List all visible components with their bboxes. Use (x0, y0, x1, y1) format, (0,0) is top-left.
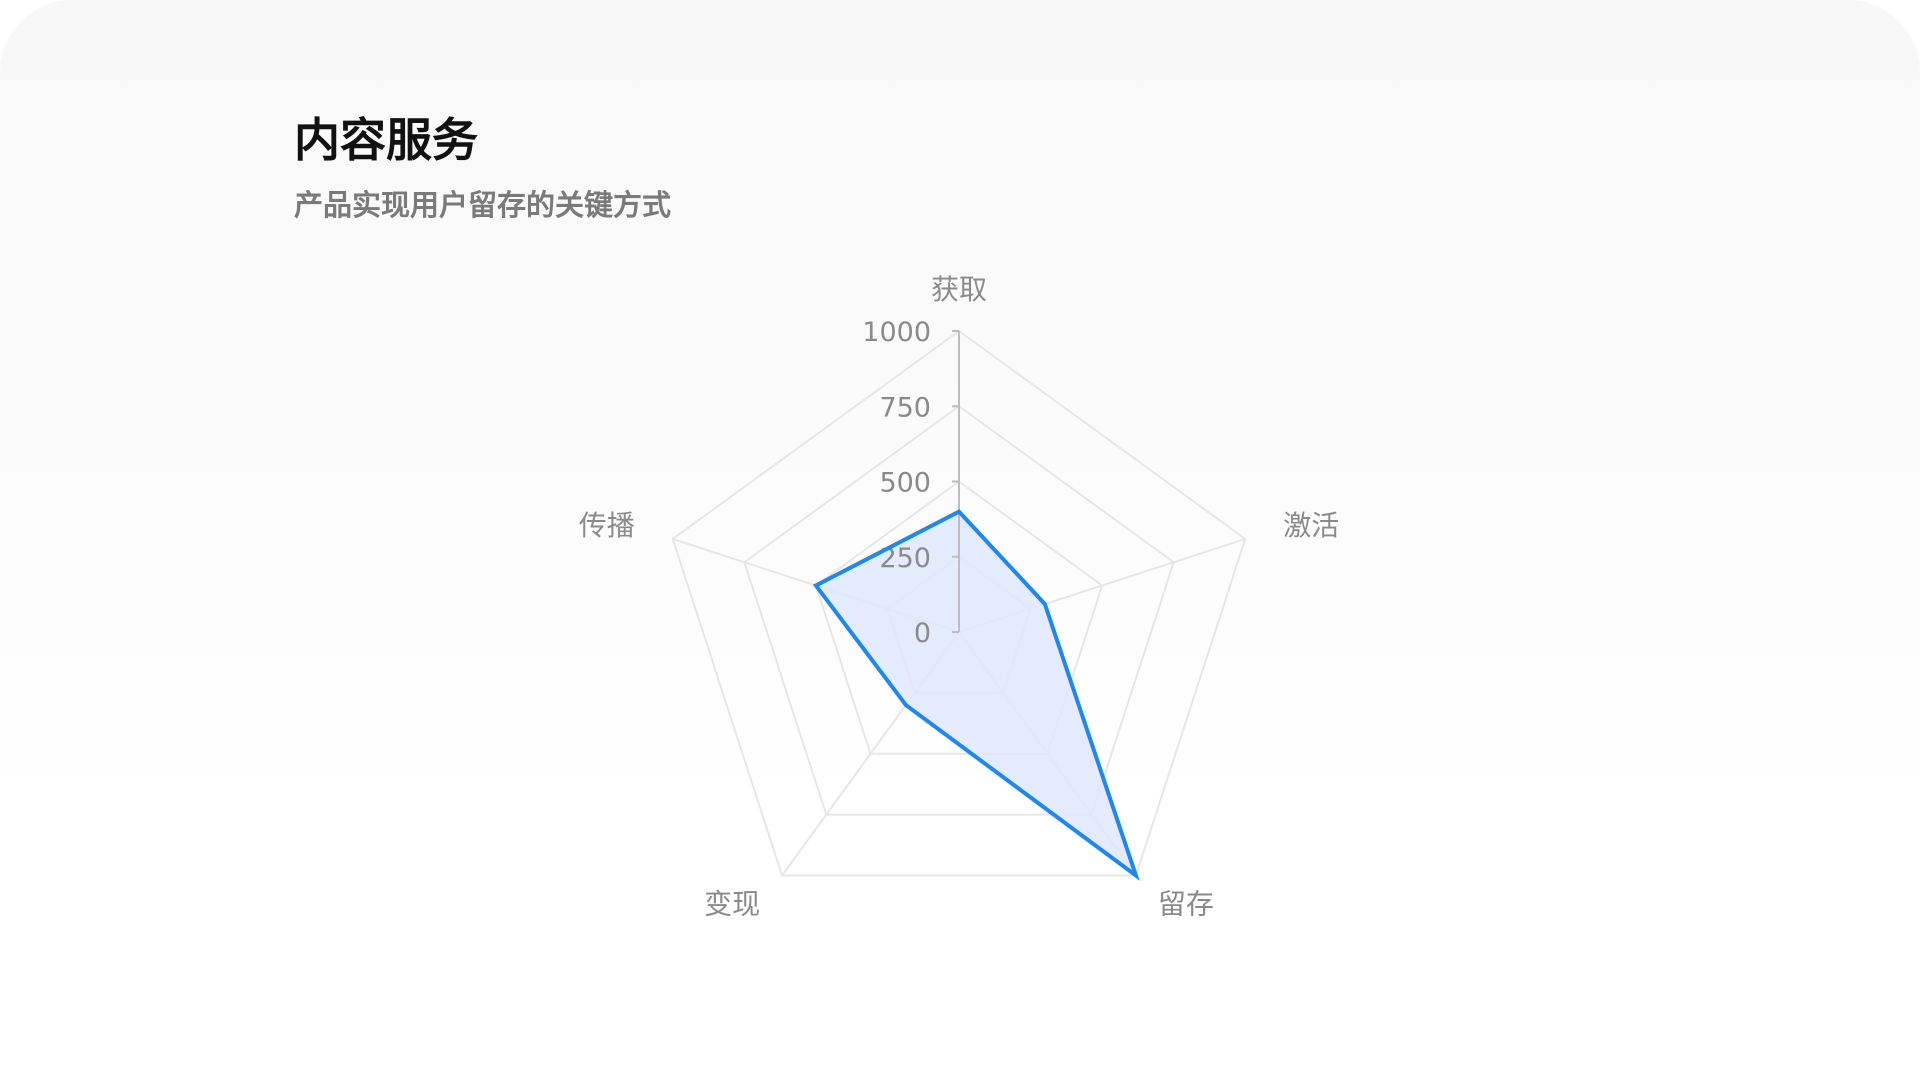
axis-label-3: 变现 (704, 888, 760, 921)
page-title: 内容服务 (294, 113, 478, 167)
series-area (815, 511, 1136, 876)
series-line (812, 509, 1140, 881)
tick-label: 0 (914, 618, 931, 649)
grid-ring (671, 329, 1247, 877)
axis-label-1: 激活 (1283, 509, 1339, 542)
axis-label-4: 传播 (579, 509, 635, 542)
axis-label-2: 留存 (1158, 888, 1214, 921)
tick-label: 500 (879, 468, 931, 499)
axis-label-0: 获取 (931, 273, 987, 306)
tick-label: 1000 (862, 317, 931, 348)
grid-ring (743, 405, 1175, 816)
tick-label: 750 (879, 392, 931, 423)
page-subtitle: 产品实现用户留存的关键方式 (294, 188, 672, 222)
grid-ring (814, 480, 1104, 755)
